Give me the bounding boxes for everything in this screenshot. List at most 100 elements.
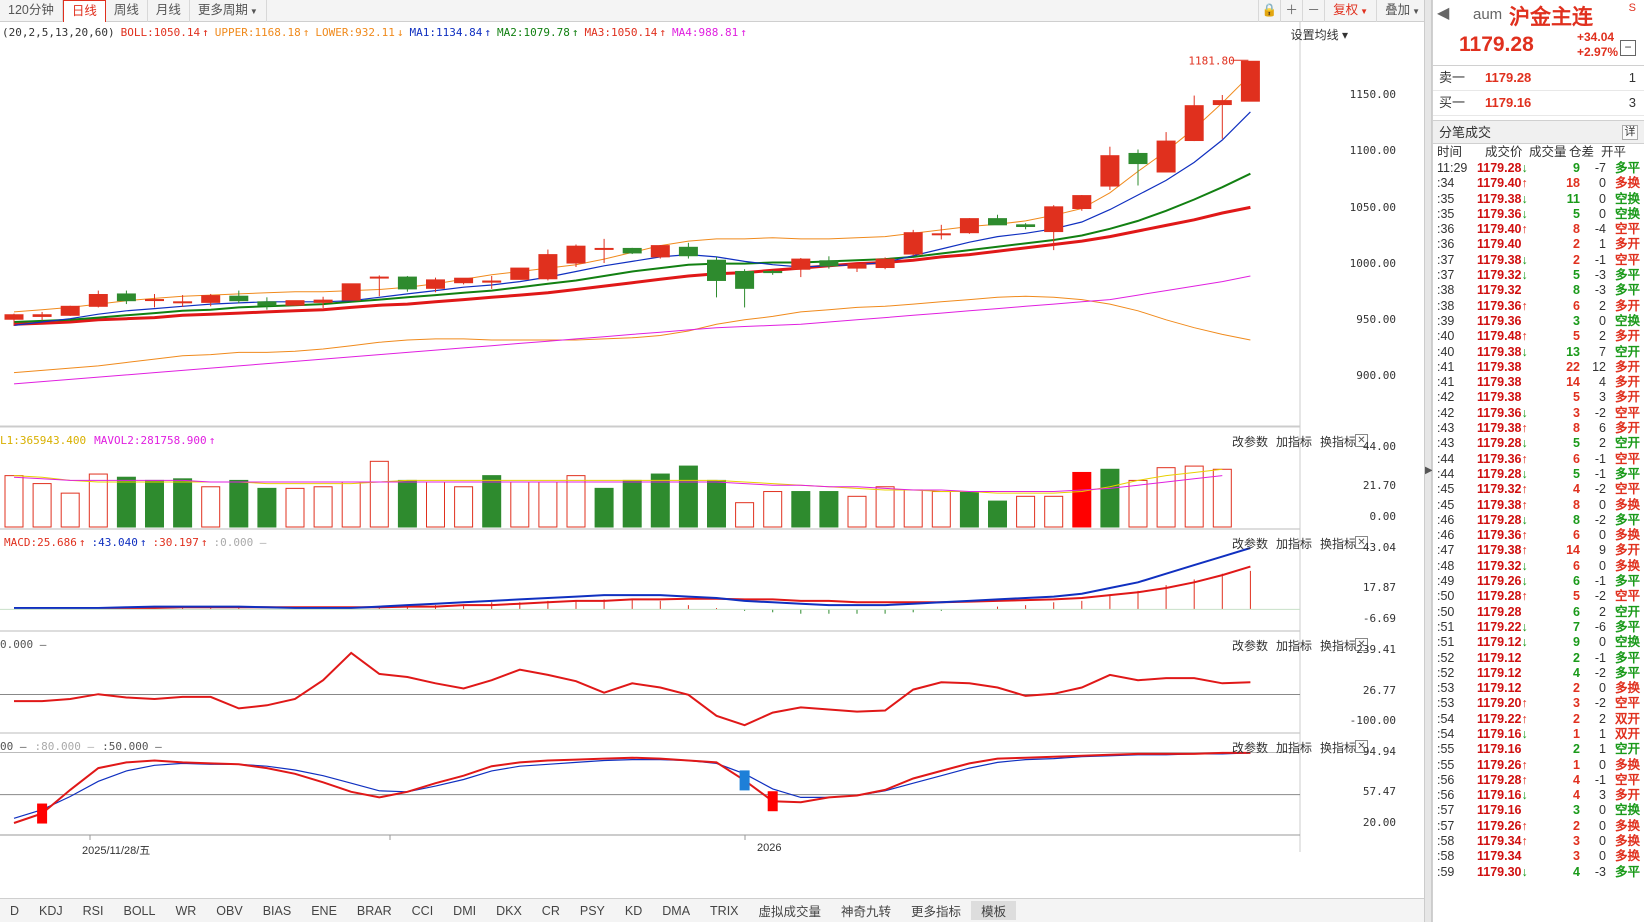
period-tab-3[interactable]: 月线 (148, 0, 190, 22)
close-pane-icon[interactable]: ✕ (1355, 536, 1368, 549)
indicator-tab-14[interactable]: KD (624, 903, 643, 918)
tick-price-cell: 1179.28↓ (1477, 513, 1528, 528)
tick-row: :36 1179.40↑ 8 -4 空平 (1433, 222, 1644, 237)
volume-bar (510, 481, 530, 528)
tick-oi-change: 2 (1599, 298, 1606, 313)
indicator-tab-2[interactable]: RSI (82, 903, 104, 918)
pane-tool-button[interactable]: 换指标 (1319, 639, 1356, 653)
indicator-tab-18[interactable]: 神奇九转 (841, 905, 892, 919)
tick-time: :54 (1437, 726, 1455, 741)
collapse-icon[interactable]: − (1620, 40, 1636, 56)
indicator-tab-4[interactable]: WR (175, 903, 197, 918)
y-axis-label: 44.00 (1362, 440, 1396, 453)
arrow-up-icon: ↑ (1521, 711, 1528, 726)
period-tab-0[interactable]: 120分钟 (0, 0, 63, 22)
ticks-list[interactable]: 11:29 1179.28↓ 9 -7 多平:34 1179.40↑ 18 0 多换:35 117… (1433, 161, 1644, 880)
pane-tool-button[interactable]: 改参数 (1231, 741, 1268, 755)
y-axis-label: 1050.00 (1349, 201, 1396, 214)
prev-contract-icon[interactable]: ◀ (1437, 5, 1450, 22)
tick-volume: 5 (1573, 390, 1580, 405)
toolbar-button-1[interactable]: 叠加 ▼ (1376, 0, 1428, 22)
indicator-tab-7[interactable]: ENE (311, 903, 337, 918)
indicator-tab-3[interactable]: BOLL (123, 903, 156, 918)
tick-oi-change: -2 (1594, 696, 1606, 711)
indicator-tab-8[interactable]: BRAR (356, 903, 392, 918)
lock-icon[interactable]: 🔒 (1258, 0, 1280, 22)
indicator-tab-16[interactable]: TRIX (710, 903, 739, 918)
indicator-tab-12[interactable]: CR (541, 903, 560, 918)
tick-time: :42 (1437, 405, 1455, 420)
candle (566, 244, 586, 267)
chart-canvas[interactable]: 1181.80 (0, 22, 1354, 884)
contract-name[interactable]: 沪金主连 (1509, 6, 1593, 29)
arrow-down-icon: ↓ (1521, 466, 1528, 481)
indicator-tab-5[interactable]: OBV (216, 903, 243, 918)
indicator-tab-20[interactable]: 模板 (971, 901, 1017, 920)
legend-item-text: MA3:1050.14 (584, 26, 658, 39)
arrow-up-icon: ↑ (571, 26, 579, 39)
pane-tools-2: 改参数 加指标 换指标 (1224, 637, 1356, 654)
tick-row: :40 1179.48↑ 5 2 多开 (1433, 329, 1644, 344)
set-ma-button[interactable]: 设置均线 ▾ (1290, 28, 1348, 42)
tick-oi-change: -1 (1594, 772, 1606, 787)
tick-oi-change: -1 (1594, 650, 1606, 665)
tick-row: :34 1179.40↑ 18 0 多换 (1433, 176, 1644, 191)
splitter-grip-icon[interactable]: ▶ (1425, 465, 1433, 476)
volume-bar (60, 492, 80, 528)
indicator-tab-11[interactable]: DKX (496, 903, 522, 918)
panel-splitter[interactable]: ▶ (1424, 0, 1433, 922)
indicator-tab-17[interactable]: 虚拟成交量 (758, 905, 822, 919)
pane-tool-button[interactable]: 改参数 (1231, 435, 1268, 449)
tick-oi-change: 0 (1599, 818, 1606, 833)
tick-volume: 6 (1573, 451, 1580, 466)
pane-tool-button[interactable]: 加指标 (1275, 639, 1312, 653)
tick-price-cell: 1179.38 (1477, 360, 1522, 375)
ticks-detail-button[interactable]: 详 (1622, 125, 1638, 140)
candle-body (1184, 105, 1204, 142)
indicator-tab-19[interactable]: 更多指标 (911, 905, 962, 919)
tick-price-cell: 1179.16 (1477, 803, 1522, 818)
tick-row: :46 1179.36↑ 6 0 多换 (1433, 528, 1644, 543)
indicator-tab-13[interactable]: PSY (579, 903, 605, 918)
pane-tool-button[interactable]: 加指标 (1275, 435, 1312, 449)
pane-tool-button[interactable]: 换指标 (1319, 741, 1356, 755)
tick-time: :52 (1437, 650, 1455, 665)
indicator-tab-0[interactable]: D (10, 903, 20, 918)
candle (60, 305, 80, 316)
period-tab-4[interactable]: 更多周期 ▼ (190, 0, 267, 22)
tick-row: :57 1179.16 3 0 空换 (1433, 803, 1644, 818)
tick-oi-change: -1 (1594, 466, 1606, 481)
candle (116, 290, 136, 305)
pane-tool-button[interactable]: 加指标 (1275, 537, 1312, 551)
indicator-tab-6[interactable]: BIAS (262, 903, 292, 918)
toolbar-button-0[interactable]: 复权 ▼ (1324, 0, 1376, 22)
legend-item: UPPER:1168.18 ↑ (215, 26, 310, 39)
indicator-tab-1[interactable]: KDJ (39, 903, 63, 918)
indicator-tab-9[interactable]: CCI (411, 903, 434, 918)
pane-tool-button[interactable]: 换指标 (1319, 537, 1356, 551)
close-pane-icon[interactable]: ✕ (1355, 740, 1368, 753)
zoom-in-icon[interactable]: ＋ (1280, 0, 1302, 22)
col-open-close: 开平 (1601, 145, 1627, 159)
kline-chart-area[interactable]: 1181.80 (20,2,5,13,20,60) BOLL:1050.14 ↑ UP… (0, 22, 1424, 884)
period-tab-2[interactable]: 周线 (106, 0, 148, 22)
close-pane-icon[interactable]: ✕ (1355, 434, 1368, 447)
close-pane-icon[interactable]: ✕ (1355, 638, 1368, 651)
indicator-tab-15[interactable]: DMA (662, 903, 691, 918)
tick-volume: 14 (1566, 375, 1580, 390)
volume-bar (426, 481, 445, 528)
zoom-out-icon[interactable]: － (1302, 0, 1324, 22)
indicator-tab-10[interactable]: DMI (453, 903, 477, 918)
pane-tool-button[interactable]: 加指标 (1275, 741, 1312, 755)
pane-tool-button[interactable]: 改参数 (1231, 537, 1268, 551)
pane-tool-button[interactable]: 换指标 (1319, 435, 1356, 449)
boll-lower-line (13, 295, 1251, 374)
tick-oi-change: 2 (1599, 604, 1606, 619)
main-legend: (20,2,5,13,20,60) BOLL:1050.14 ↑ UPPER:1168… (2, 26, 759, 39)
pane-tool-button[interactable]: 改参数 (1231, 639, 1268, 653)
candle (1128, 149, 1148, 186)
tick-price: 1179.32 (1477, 283, 1522, 298)
period-tab-1[interactable]: 日线 (62, 0, 106, 22)
candle-body (1016, 224, 1036, 228)
legend-item-text: 0.000 — (0, 638, 47, 651)
